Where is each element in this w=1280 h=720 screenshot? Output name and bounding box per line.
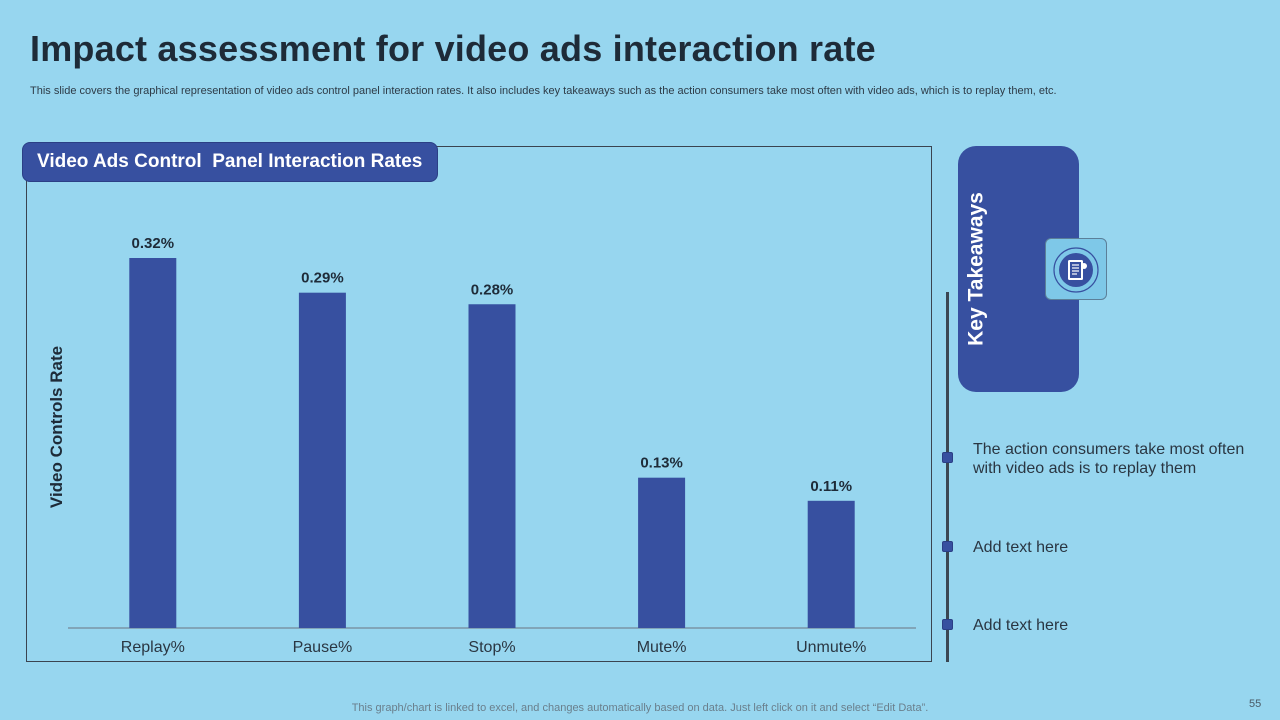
- x-tick-label: Replay%: [121, 639, 185, 656]
- data-label: 0.28%: [471, 281, 514, 298]
- bar-stop: [468, 304, 516, 628]
- x-tick-label: Mute%: [637, 639, 687, 656]
- notebook-icon: [1045, 238, 1107, 300]
- footer-note: This graph/chart is linked to excel, and…: [351, 702, 929, 714]
- x-tick-label: Pause%: [293, 639, 353, 656]
- slide-title: Impact assessment for video ads interact…: [30, 28, 876, 69]
- bar-chart: Video Controls Rate 0.32% Replay% 0.29% Pau…: [47, 235, 916, 656]
- x-tick-label: Unmute%: [796, 639, 866, 656]
- timeline-dot: [942, 541, 953, 552]
- data-label: 0.32%: [132, 235, 175, 252]
- takeaway-item-2: Add text here: [973, 539, 1069, 556]
- timeline-dot: [942, 452, 953, 463]
- data-label: 0.13%: [640, 455, 683, 472]
- timeline-dot: [942, 619, 953, 630]
- bar-replay: [129, 258, 177, 628]
- bars-group: 0.32% Replay% 0.29% Pause% 0.28% Stop% 0.13% Mu…: [121, 235, 867, 656]
- chart-frame: [26, 146, 932, 662]
- takeaway-item-3: Add text here: [973, 617, 1069, 634]
- key-takeaways-heading: Key Takeaways: [964, 192, 988, 346]
- takeaway-item-1: The action consumers take most often wit…: [973, 441, 1245, 477]
- data-label: 0.11%: [810, 478, 852, 495]
- data-label: 0.29%: [301, 270, 344, 287]
- timeline-line: [946, 292, 949, 662]
- slide-subtitle: This slide covers the graphical represen…: [30, 85, 1057, 97]
- bar-pause: [298, 292, 346, 628]
- bar-mute: [638, 477, 686, 628]
- bar-unmute: [807, 500, 855, 628]
- page-number: 55: [1249, 698, 1262, 710]
- x-tick-label: Stop%: [468, 639, 515, 656]
- y-axis-label: Video Controls Rate: [47, 346, 66, 508]
- chart-header: Video Ads Control Panel Interaction Rate…: [22, 142, 438, 182]
